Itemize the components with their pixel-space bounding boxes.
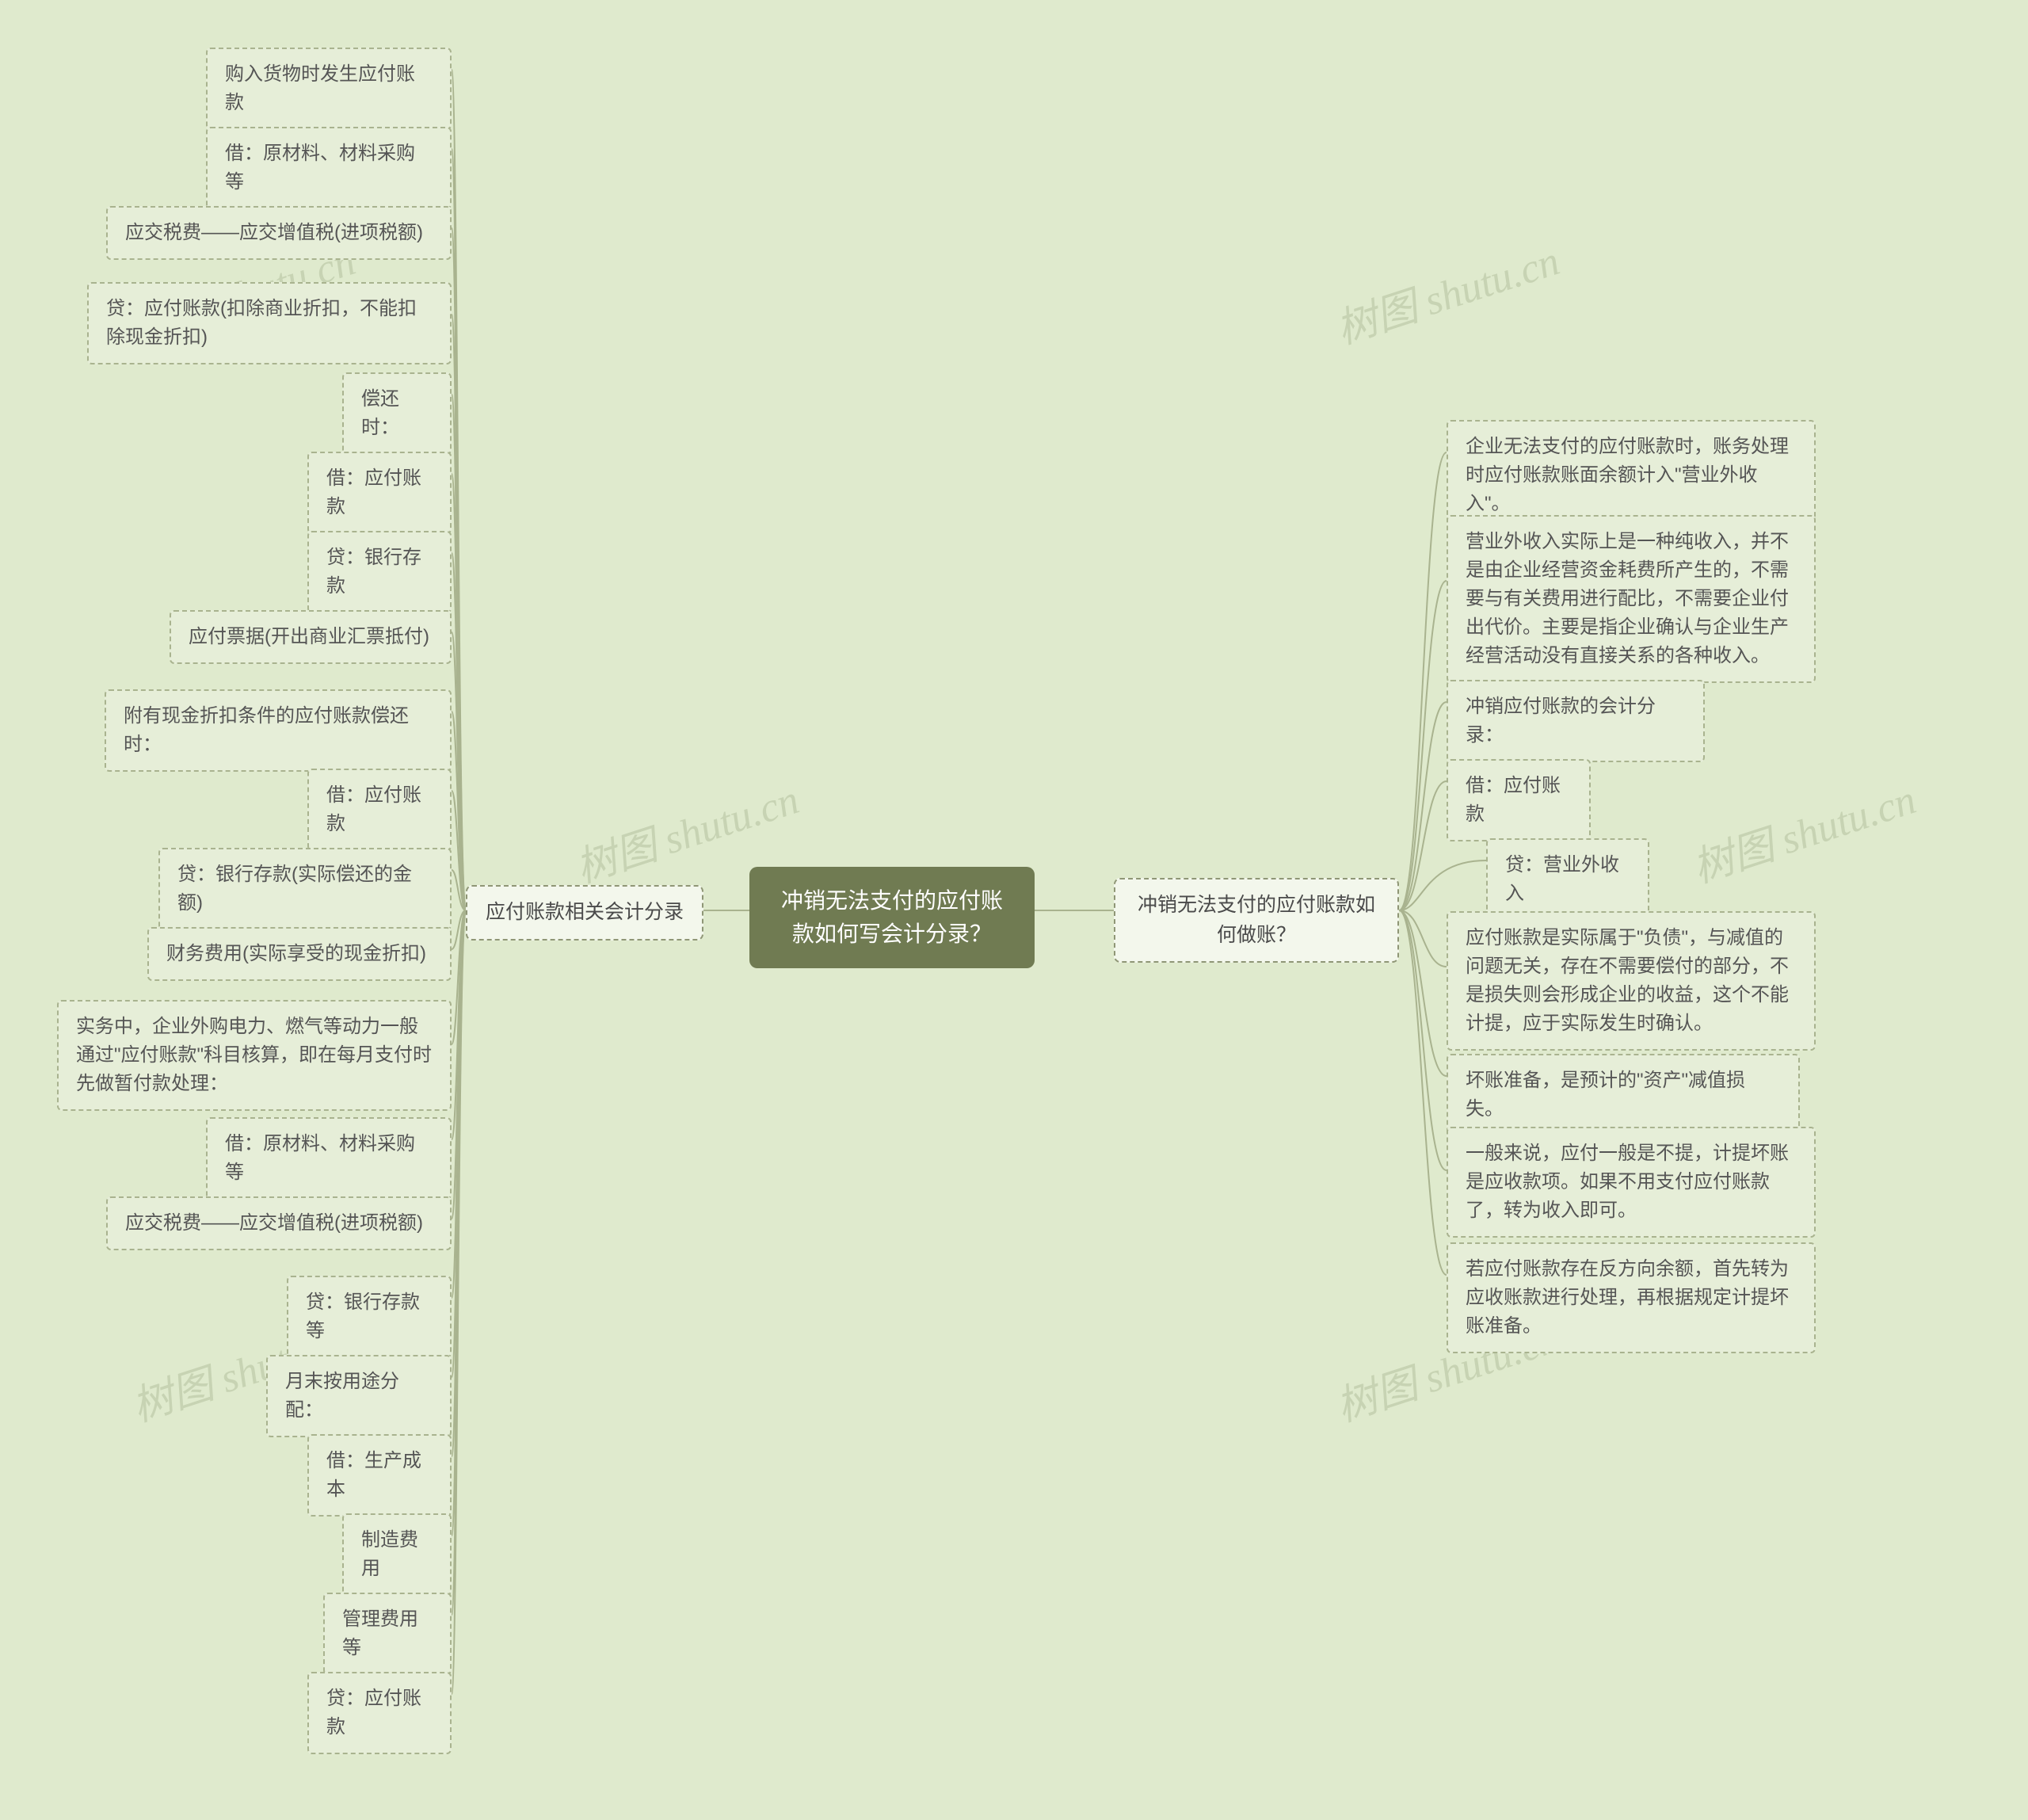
leaf-node: 贷：应付账款 xyxy=(307,1672,452,1754)
leaf-node: 贷：银行存款 xyxy=(307,531,452,613)
leaf-node: 借：原材料、材料采购等 xyxy=(206,127,452,209)
leaf-node: 借：应付账款 xyxy=(307,452,452,534)
watermark: 树图 shutu.cn xyxy=(1684,766,1923,894)
leaf-node: 应交税费——应交增值税(进项税额) xyxy=(106,1196,452,1250)
leaf-node: 营业外收入实际上是一种纯收入，并不是由企业经营资金耗费所产生的，不需要与有关费用… xyxy=(1447,515,1816,683)
leaf-node: 月末按用途分配： xyxy=(266,1355,452,1437)
leaf-node: 偿还时： xyxy=(342,372,452,455)
watermark: 树图 shutu.cn xyxy=(1328,227,1566,355)
leaf-node: 若应付账款存在反方向余额，首先转为应收账款进行处理，再根据规定计提坏账准备。 xyxy=(1447,1242,1816,1353)
leaf-node: 贷：应付账款(扣除商业折扣，不能扣除现金折扣) xyxy=(87,282,452,364)
leaf-node: 一般来说，应付一般是不提，计提坏账是应收款项。如果不用支付应付账款了，转为收入即… xyxy=(1447,1127,1816,1238)
leaf-node: 坏账准备，是预计的"资产"减值损失。 xyxy=(1447,1054,1800,1136)
leaf-node: 附有现金折扣条件的应付账款偿还时： xyxy=(105,689,452,772)
leaf-node: 财务费用(实际享受的现金折扣) xyxy=(147,927,452,981)
leaf-node: 贷：营业外收入 xyxy=(1486,838,1649,921)
root-node: 冲销无法支付的应付账款如何写会计分录？ xyxy=(749,867,1035,968)
leaf-node: 企业无法支付的应付账款时，账务处理时应付账款账面余额计入"营业外收入"。 xyxy=(1447,420,1816,531)
leaf-node: 实务中，企业外购电力、燃气等动力一般通过"应付账款"科目核算，即在每月支付时先做… xyxy=(57,1000,452,1111)
leaf-node: 购入货物时发生应付账款 xyxy=(206,48,452,130)
leaf-node: 借：原材料、材料采购等 xyxy=(206,1117,452,1200)
leaf-node: 应交税费——应交增值税(进项税额) xyxy=(106,206,452,260)
leaf-node: 贷：银行存款(实际偿还的金额) xyxy=(158,848,452,930)
leaf-node: 应付票据(开出商业汇票抵付) xyxy=(170,610,452,664)
leaf-node: 贷：银行存款等 xyxy=(287,1276,452,1358)
leaf-node: 借：应付账款 xyxy=(1447,759,1591,841)
leaf-node: 制造费用 xyxy=(342,1513,452,1596)
leaf-node: 冲销应付账款的会计分录： xyxy=(1447,680,1705,762)
branch-node: 冲销无法支付的应付账款如何做账？ xyxy=(1114,878,1399,963)
leaf-node: 借：生产成本 xyxy=(307,1434,452,1517)
leaf-node: 管理费用等 xyxy=(323,1593,452,1675)
leaf-node: 应付账款是实际属于"负债"，与减值的问题无关，存在不需要偿付的部分，不是损失则会… xyxy=(1447,911,1816,1051)
branch-node: 应付账款相关会计分录 xyxy=(466,885,703,941)
leaf-node: 借：应付账款 xyxy=(307,769,452,851)
mindmap-canvas: 树图 shutu.cn树图 shutu.cn树图 shutu.cn树图 shut… xyxy=(0,0,2028,1820)
